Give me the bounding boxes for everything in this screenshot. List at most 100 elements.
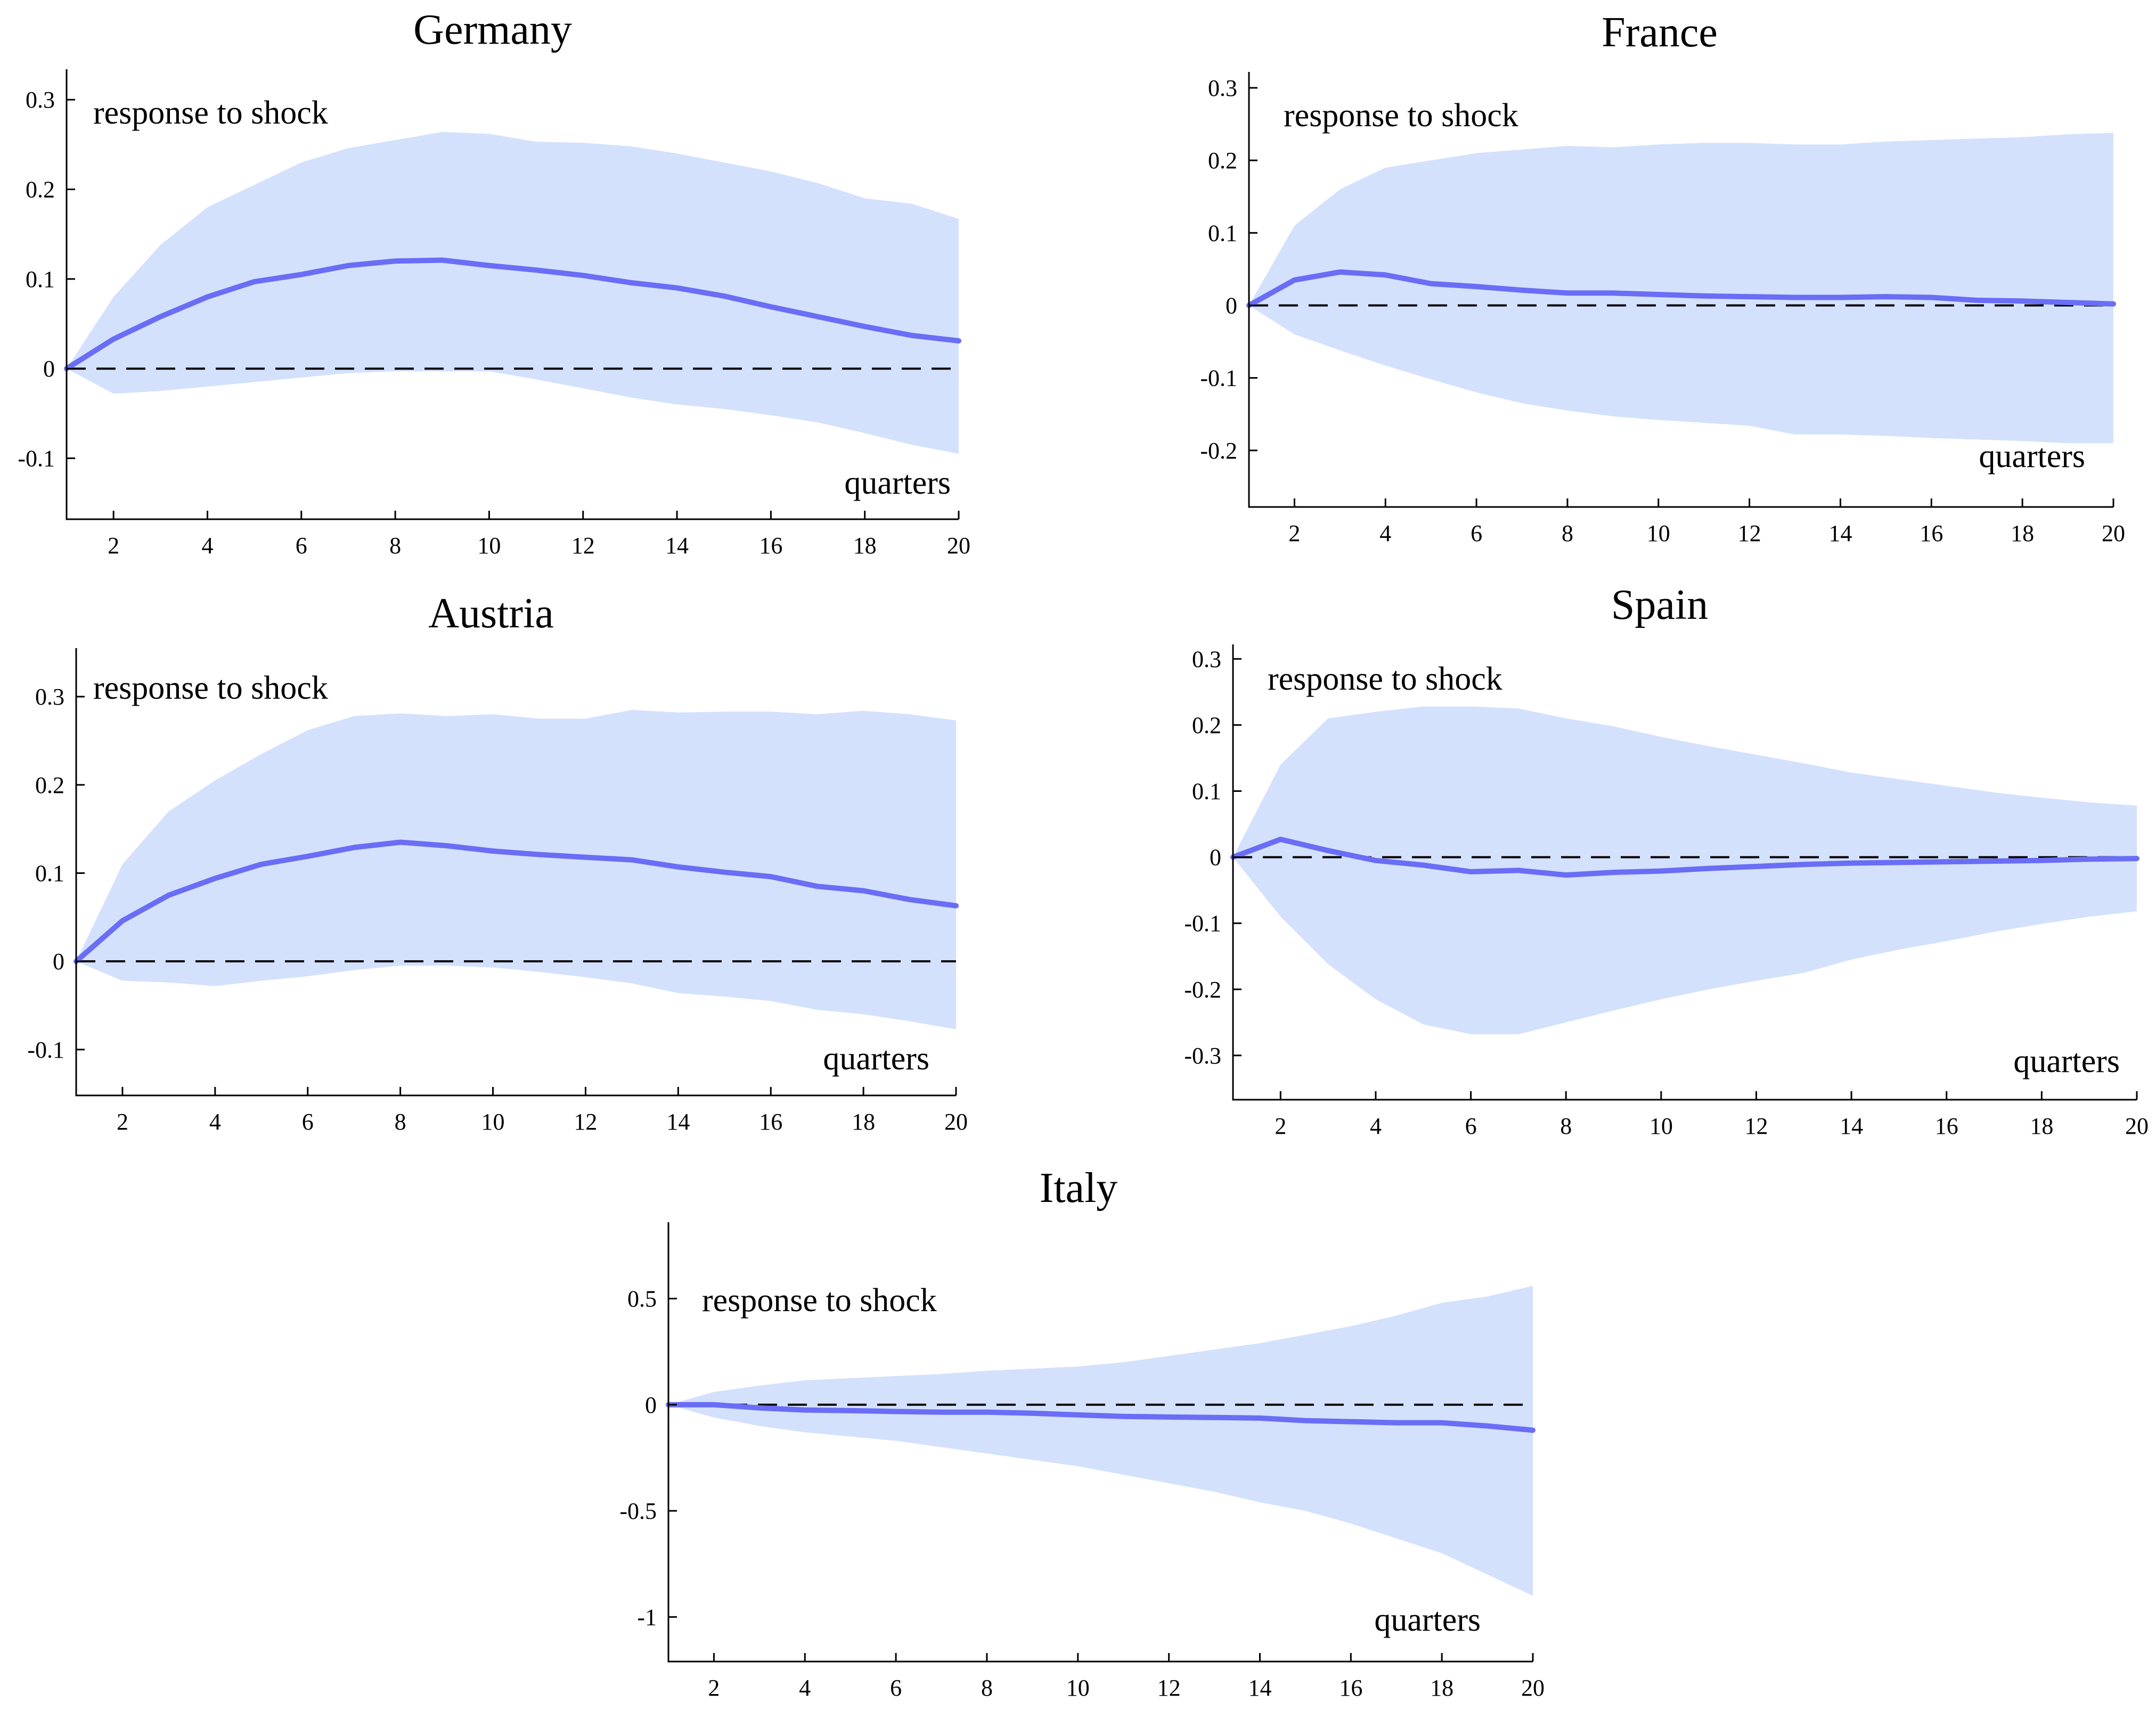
axes	[1248, 72, 2113, 508]
x-tick-label: 10	[1649, 1113, 1673, 1139]
y-tick-label: 0.3	[26, 87, 55, 113]
x-tick-label: 14	[1248, 1675, 1271, 1701]
panel-title: Germany	[413, 6, 572, 53]
x-tick-label: 4	[799, 1675, 811, 1701]
y-tick-label: 0	[1226, 292, 1237, 318]
y-tick-label: 0	[1210, 845, 1221, 871]
annotation-label: response to shock	[93, 670, 328, 706]
confidence-band	[76, 710, 956, 1029]
y-tick-label: 0.1	[26, 266, 55, 292]
x-tick-label: 8	[389, 533, 401, 559]
panel-title: Austria	[428, 590, 554, 637]
x-tick-label: 10	[1647, 520, 1670, 546]
y-tick-label: 0.2	[1208, 148, 1237, 174]
y-tick-label: 0.3	[1192, 646, 1221, 672]
y-tick-label: -0.5	[619, 1498, 657, 1524]
x-tick-label: 4	[201, 533, 213, 559]
x-tick-label: 12	[1738, 520, 1761, 546]
x-tick-label: 8	[1562, 520, 1573, 546]
y-tick-label: -0.1	[1200, 365, 1237, 391]
x-tick-label: 14	[665, 533, 689, 559]
panel-title: Italy	[1040, 1165, 1118, 1212]
x-tick-label: 4	[209, 1109, 221, 1135]
x-tick-label: 16	[759, 1109, 782, 1135]
panel-spain: 2 4 6 8 10 12 14 16 18 20 -0.3 -0.2 -0.1 0 0.1 0.2 0.3 S…	[1184, 582, 2149, 1139]
x-tick-label: 6	[296, 533, 307, 559]
panel-title: France	[1602, 9, 1718, 56]
response-line	[74, 839, 959, 964]
panel-france: 2 4 6 8 10 12 14 16 18 20 -0.2 -0.1 0 0.1 0.2 0.3 Franc…	[1200, 9, 2125, 546]
x-axis-label: quarters	[823, 1041, 929, 1077]
annotation-label: response to shock	[1268, 661, 1502, 697]
y-tick-label: 0.2	[35, 772, 64, 798]
x-tick-label: 2	[1275, 1113, 1286, 1139]
x-tick-label: 10	[1066, 1675, 1090, 1701]
response-line	[1246, 269, 2116, 308]
x-tick-label: 20	[1521, 1675, 1545, 1701]
x-tick-label: 14	[1828, 520, 1852, 546]
panel-austria: 2 4 6 8 10 12 14 16 18 20 -0.1 0 0.1 0.2 0.3 Austria r…	[27, 590, 968, 1135]
y-tick-label: 0	[43, 356, 55, 382]
x-tick-label: 18	[1430, 1675, 1453, 1701]
x-tick-label: 16	[759, 533, 782, 559]
panel-germany: 2 4 6 8 10 12 14 16 18 20 -0.1 0 0.1 0.2 0.3 Germany r…	[18, 6, 970, 559]
x-tick-label: 16	[1935, 1113, 1958, 1139]
x-tick-label: 6	[1471, 520, 1482, 546]
x-tick-label: 6	[890, 1675, 902, 1701]
x-tick-label: 6	[1465, 1113, 1477, 1139]
x-tick-label: 16	[1920, 520, 1943, 546]
axes	[1232, 644, 2137, 1101]
x-tick-label: 12	[574, 1109, 597, 1135]
y-tick-label: -0.2	[1200, 438, 1237, 464]
x-tick-label: 14	[666, 1109, 690, 1135]
y-tick-label: -0.2	[1184, 977, 1221, 1003]
response-line	[666, 1402, 1536, 1433]
y-tick-label: 0.2	[26, 177, 55, 203]
x-tick-label: 18	[853, 533, 877, 559]
y-tick-label: 0.3	[35, 684, 64, 710]
x-tick-label: 16	[1339, 1675, 1362, 1701]
y-tick-label: -1	[637, 1604, 657, 1630]
x-axis-label: quarters	[1374, 1602, 1481, 1638]
x-tick-label: 4	[1379, 520, 1391, 546]
y-tick-label: 0.1	[1192, 778, 1221, 804]
x-tick-label: 10	[481, 1109, 505, 1135]
x-tick-label: 2	[108, 533, 119, 559]
y-tick-label: 0	[645, 1392, 657, 1418]
y-tick-label: -0.1	[1184, 911, 1221, 937]
panel-title: Spain	[1611, 582, 1708, 628]
x-tick-label: 14	[1840, 1113, 1863, 1139]
x-axis-label: quarters	[2013, 1043, 2120, 1079]
axes	[75, 648, 956, 1097]
y-tick-label: -0.1	[18, 446, 55, 472]
annotation-label: response to shock	[93, 95, 328, 131]
x-tick-label: 8	[981, 1675, 993, 1701]
x-tick-label: 20	[944, 1109, 968, 1135]
y-tick-label: -0.1	[27, 1037, 64, 1063]
response-line	[64, 257, 961, 372]
y-tick-label: 0.5	[627, 1286, 657, 1312]
x-tick-label: 10	[477, 533, 501, 559]
x-tick-label: 8	[395, 1109, 406, 1135]
axes	[667, 1222, 1533, 1663]
confidence-band	[67, 132, 959, 454]
x-tick-label: 12	[1157, 1675, 1181, 1701]
x-axis-label: quarters	[844, 465, 951, 501]
x-tick-label: 2	[1288, 520, 1300, 546]
y-tick-label: 0.3	[1208, 75, 1237, 101]
x-tick-label: 4	[1370, 1113, 1382, 1139]
annotation-label: response to shock	[1284, 97, 1518, 134]
x-tick-label: 2	[117, 1109, 128, 1135]
x-axis-label: quarters	[1979, 438, 2085, 474]
y-tick-label: 0.1	[35, 860, 64, 886]
x-tick-label: 18	[852, 1109, 875, 1135]
x-tick-label: 2	[708, 1675, 720, 1701]
axes	[66, 69, 959, 520]
y-tick-label: -0.3	[1184, 1043, 1221, 1069]
response-line	[1230, 837, 2139, 878]
x-tick-label: 20	[2125, 1113, 2149, 1139]
annotation-label: response to shock	[702, 1282, 937, 1319]
x-tick-label: 18	[2011, 520, 2034, 546]
x-tick-label: 18	[2030, 1113, 2053, 1139]
